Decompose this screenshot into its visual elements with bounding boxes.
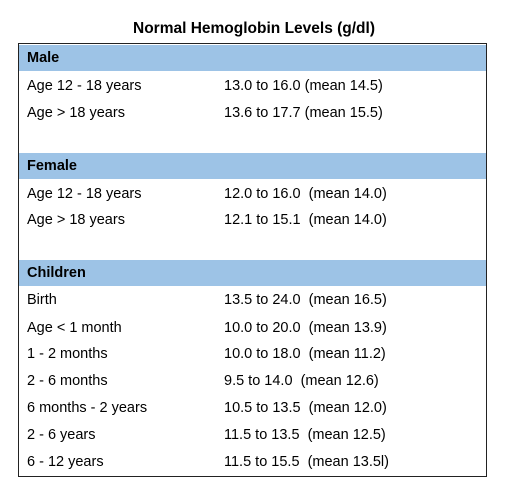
row-value: 11.5 to 15.5 (mean 13.5l) — [224, 454, 389, 470]
row-label: 2 - 6 months — [27, 373, 108, 389]
row-value: 13.5 to 24.0 (mean 16.5) — [224, 292, 387, 308]
row-value: 10.0 to 20.0 (mean 13.9) — [224, 320, 387, 336]
row-value: 9.5 to 14.0 (mean 12.6) — [224, 373, 379, 389]
row-label: Age 12 - 18 years — [27, 78, 142, 94]
table-row: 2 - 6 months 9.5 to 14.0 (mean 12.6) — [19, 368, 486, 394]
section-title: Children — [27, 265, 86, 281]
row-value: 10.0 to 18.0 (mean 11.2) — [224, 346, 386, 362]
row-label: 1 - 2 months — [27, 346, 108, 362]
row-label: Age > 18 years — [27, 105, 125, 121]
section-header-children: Children — [19, 260, 486, 286]
table-row: 6 months - 2 years 10.5 to 13.5 (mean 12… — [19, 395, 486, 421]
row-label: Age < 1 month — [27, 320, 122, 336]
table-row: 6 - 12 years 11.5 to 15.5 (mean 13.5l) — [19, 449, 486, 475]
row-value: 10.5 to 13.5 (mean 12.0) — [224, 400, 387, 416]
row-value: 13.6 to 17.7 (mean 15.5) — [224, 105, 383, 121]
row-label: Birth — [27, 292, 57, 308]
table-row: Age > 18 years 12.1 to 15.1 (mean 14.0) — [19, 207, 486, 233]
row-label: Age 12 - 18 years — [27, 186, 142, 202]
row-label: Age > 18 years — [27, 212, 125, 228]
table-row: Age < 1 month 10.0 to 20.0 (mean 13.9) — [19, 315, 486, 341]
table-row: Age 12 - 18 years 13.0 to 16.0 (mean 14.… — [19, 73, 486, 99]
section-header-male: Male — [19, 45, 486, 71]
table-row: Birth 13.5 to 24.0 (mean 16.5) — [19, 287, 486, 313]
page-title: Normal Hemoglobin Levels (g/dl) — [133, 20, 375, 37]
section-title: Male — [27, 50, 60, 66]
row-value: 11.5 to 13.5 (mean 12.5) — [224, 427, 386, 443]
row-label: 6 - 12 years — [27, 454, 104, 470]
row-value: 12.1 to 15.1 (mean 14.0) — [224, 212, 387, 228]
section-title: Female — [27, 158, 77, 174]
row-label: 2 - 6 years — [27, 427, 96, 443]
table-row: 2 - 6 years 11.5 to 13.5 (mean 12.5) — [19, 422, 486, 448]
table-row: 1 - 2 months 10.0 to 18.0 (mean 11.2) — [19, 341, 486, 367]
section-header-female: Female — [19, 153, 486, 179]
row-value: 12.0 to 16.0 (mean 14.0) — [224, 186, 387, 202]
row-value: 13.0 to 16.0 (mean 14.5) — [224, 78, 383, 94]
table-row: Age > 18 years 13.6 to 17.7 (mean 15.5) — [19, 100, 486, 126]
row-label: 6 months - 2 years — [27, 400, 148, 416]
hemoglobin-table: Male Age 12 - 18 years 13.0 to 16.0 (mea… — [18, 43, 487, 477]
table-row: Age 12 - 18 years 12.0 to 16.0 (mean 14.… — [19, 181, 486, 207]
